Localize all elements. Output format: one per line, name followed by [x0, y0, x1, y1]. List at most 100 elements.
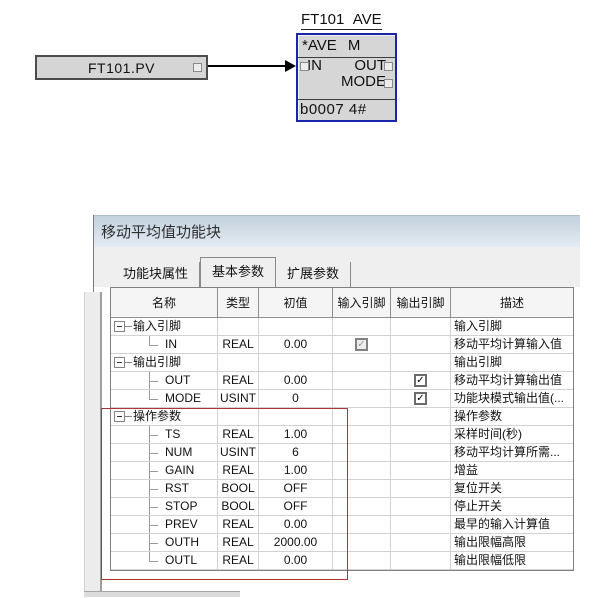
tab-基本参数[interactable]: 基本参数: [200, 257, 277, 287]
collapse-toggle-icon[interactable]: [114, 411, 125, 422]
cell-input-pin: [333, 354, 391, 372]
table-row[interactable]: MODE USINT 0 ✓ 功能块模式输出值(...: [111, 390, 573, 408]
tree-connector: [149, 426, 161, 443]
cell-value: [259, 318, 333, 336]
cell-name: 操作参数: [111, 408, 218, 426]
cell-name: 输出引脚: [111, 354, 218, 372]
cell-input-pin: [333, 426, 391, 444]
pin-label-out: OUT: [354, 57, 386, 74]
cell-value: 2000.00: [259, 534, 333, 552]
output-pin-square[interactable]: [193, 63, 202, 72]
table-row[interactable]: TS REAL 1.00 采样时间(秒): [111, 426, 573, 444]
column-header: 描述: [451, 288, 573, 318]
tab-扩展参数[interactable]: 扩展参数: [276, 262, 352, 287]
cell-description: 输出限幅高限: [451, 534, 573, 552]
cell-type: BOOL: [218, 498, 259, 516]
connection-wire: [208, 65, 287, 67]
tree-connector: [149, 390, 161, 407]
table-row[interactable]: PREV REAL 0.00 最早的输入计算值: [111, 516, 573, 534]
pin-checkbox[interactable]: ✓: [414, 374, 427, 387]
tree-connector: [149, 516, 161, 533]
cell-type: REAL: [218, 426, 259, 444]
group-name-label: 输出引脚: [133, 355, 182, 369]
column-header: 输入引脚: [333, 288, 391, 318]
tree-dash: [125, 326, 132, 327]
cell-type: USINT: [218, 444, 259, 462]
out-pin-square[interactable]: [384, 62, 393, 71]
table-row[interactable]: STOP BOOL OFF 停止开关: [111, 498, 573, 516]
table-body: 输入引脚 输入引脚 IN REAL 0.00 ✓ 移动平均计算输入值 输出引脚 输出引脚 OUT R…: [111, 318, 573, 570]
table-row[interactable]: NUM USINT 6 移动平均计算所需...: [111, 444, 573, 462]
table-group-row[interactable]: 操作参数 操作参数: [111, 408, 573, 426]
cell-output-pin: [391, 444, 451, 462]
mode-pin-square[interactable]: [384, 79, 393, 88]
cell-type: REAL: [218, 552, 259, 570]
pin-checkbox[interactable]: ✓: [355, 338, 368, 351]
cell-name: MODE: [111, 390, 218, 408]
cell-description: 停止开关: [451, 498, 573, 516]
panel-title: 移动平均值功能块: [101, 224, 222, 241]
tree-connector: [149, 552, 161, 569]
table-row[interactable]: OUTH REAL 2000.00 输出限幅高限: [111, 534, 573, 552]
cell-description: 增益: [451, 462, 573, 480]
param-name-label: STOP: [165, 499, 198, 513]
cell-input-pin: [333, 444, 391, 462]
cell-name: PREV: [111, 516, 218, 534]
table-row[interactable]: GAIN REAL 1.00 增益: [111, 462, 573, 480]
pin-checkbox[interactable]: ✓: [414, 392, 427, 405]
cell-output-pin: [391, 462, 451, 480]
table-group-row[interactable]: 输出引脚 输出引脚: [111, 354, 573, 372]
cell-value: 6: [259, 444, 333, 462]
cell-output-pin: [391, 354, 451, 372]
cell-output-pin: [391, 498, 451, 516]
block-address-label: b0007 4#: [298, 99, 395, 120]
table-row[interactable]: IN REAL 0.00 ✓ 移动平均计算输入值: [111, 336, 573, 354]
cell-name: OUTH: [111, 534, 218, 552]
cell-output-pin: [391, 516, 451, 534]
cell-value: 1.00: [259, 462, 333, 480]
cell-input-pin: [333, 318, 391, 336]
block-instance-title: FT101 AVE: [301, 11, 382, 30]
cell-type: [218, 408, 259, 426]
cell-type: REAL: [218, 534, 259, 552]
param-name-label: IN: [165, 337, 177, 351]
param-name-label: NUM: [165, 445, 193, 459]
cell-input-pin: [333, 534, 391, 552]
tab-功能块属性[interactable]: 功能块属性: [112, 262, 201, 287]
panel-titlebar: 移动平均值功能块: [94, 215, 580, 247]
cell-type: REAL: [218, 372, 259, 390]
cell-description: 移动平均计算输出值: [451, 372, 573, 390]
cell-type: BOOL: [218, 480, 259, 498]
input-reference-box[interactable]: FT101.PV: [35, 55, 208, 80]
table-row[interactable]: OUT REAL 0.00 ✓ 移动平均计算输出值: [111, 372, 573, 390]
cell-type: REAL: [218, 336, 259, 354]
group-name-label: 输入引脚: [133, 319, 182, 333]
column-header: 初值: [259, 288, 333, 318]
bottom-scrollbar[interactable]: [84, 591, 240, 597]
column-header: 输出引脚: [391, 288, 451, 318]
collapse-toggle-icon[interactable]: [114, 321, 125, 332]
tree-connector: [149, 498, 161, 515]
pin-label-in: IN: [307, 57, 322, 74]
table-row[interactable]: OUTL REAL 0.00 输出限幅低限: [111, 552, 573, 570]
cell-description: 输入引脚: [451, 318, 573, 336]
in-pin-square[interactable]: [300, 62, 309, 71]
table-group-row[interactable]: 输入引脚 输入引脚: [111, 318, 573, 336]
cell-value: 0.00: [259, 552, 333, 570]
tab-bar: 功能块属性 基本参数 扩展参数: [112, 257, 352, 287]
cell-value: OFF: [259, 480, 333, 498]
tree-connector: [149, 480, 161, 497]
cell-input-pin: [333, 480, 391, 498]
cell-input-pin: [333, 408, 391, 426]
cell-type: USINT: [218, 390, 259, 408]
cell-name: RST: [111, 480, 218, 498]
collapse-toggle-icon[interactable]: [114, 357, 125, 368]
cell-output-pin: [391, 336, 451, 354]
table-header-row: 名称 类型 初值 输入引脚 输出引脚 描述: [111, 288, 573, 318]
cell-input-pin: [333, 462, 391, 480]
cell-value: 0: [259, 390, 333, 408]
cell-value: 0.00: [259, 372, 333, 390]
ave-function-block[interactable]: *AVE M IN OUT MODE b0007 4#: [296, 33, 397, 122]
cell-output-pin: [391, 426, 451, 444]
table-row[interactable]: RST BOOL OFF 复位开关: [111, 480, 573, 498]
